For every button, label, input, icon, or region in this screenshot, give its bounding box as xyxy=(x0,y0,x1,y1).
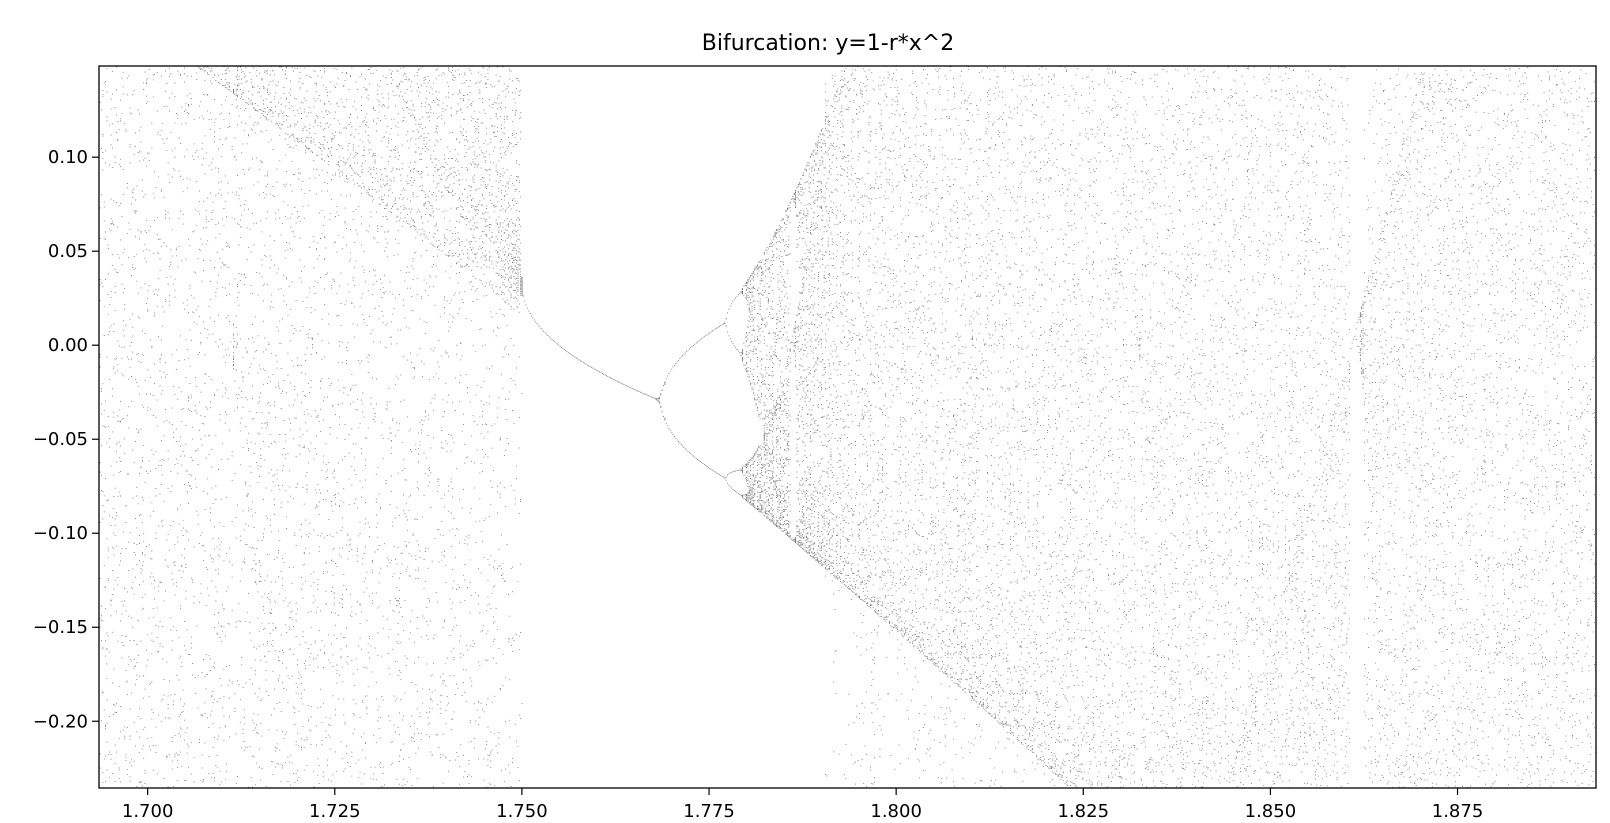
bifurcation-points xyxy=(99,65,1597,789)
x-tick-label: 1.775 xyxy=(683,801,735,822)
y-tick-label: −0.10 xyxy=(33,523,88,544)
y-tick-label: 0.10 xyxy=(48,147,88,168)
x-tick-label: 1.800 xyxy=(870,801,922,822)
x-tick-label: 1.875 xyxy=(1432,801,1484,822)
y-axis: −0.20 −0.15 −0.10 −0.05 0.00 0.05 0.10 xyxy=(33,147,99,732)
plot-frame xyxy=(98,65,1597,789)
y-tick-label: −0.05 xyxy=(33,429,88,450)
plot-background xyxy=(99,66,1596,788)
x-tick-label: 1.825 xyxy=(1058,801,1110,822)
y-tick-label: 0.00 xyxy=(48,335,88,356)
scatter-points xyxy=(99,65,1597,789)
y-tick-label: −0.15 xyxy=(33,617,88,638)
x-axis: 1.700 1.725 1.750 1.775 1.800 1.825 1.850 1.875 xyxy=(122,788,1483,822)
chart-title: Bifurcation: y=1-r*x^2 xyxy=(702,31,954,56)
x-tick-label: 1.850 xyxy=(1245,801,1297,822)
x-tick-label: 1.750 xyxy=(496,801,548,822)
y-tick-label: −0.20 xyxy=(33,711,88,732)
plot-area xyxy=(98,65,1597,789)
x-tick-label: 1.725 xyxy=(309,801,361,822)
x-tick-label: 1.700 xyxy=(122,801,174,822)
y-tick-label: 0.05 xyxy=(48,241,88,262)
